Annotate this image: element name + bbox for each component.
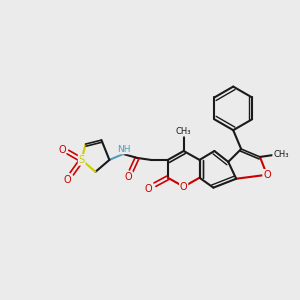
Text: NH: NH: [118, 145, 131, 154]
Text: CH₃: CH₃: [273, 151, 289, 160]
Text: CH₃: CH₃: [176, 127, 191, 136]
Text: S: S: [79, 155, 85, 165]
Text: O: O: [58, 145, 66, 155]
Text: O: O: [180, 182, 188, 192]
Text: O: O: [124, 172, 132, 182]
Text: O: O: [144, 184, 152, 194]
Text: O: O: [64, 175, 72, 185]
Text: O: O: [263, 170, 271, 180]
